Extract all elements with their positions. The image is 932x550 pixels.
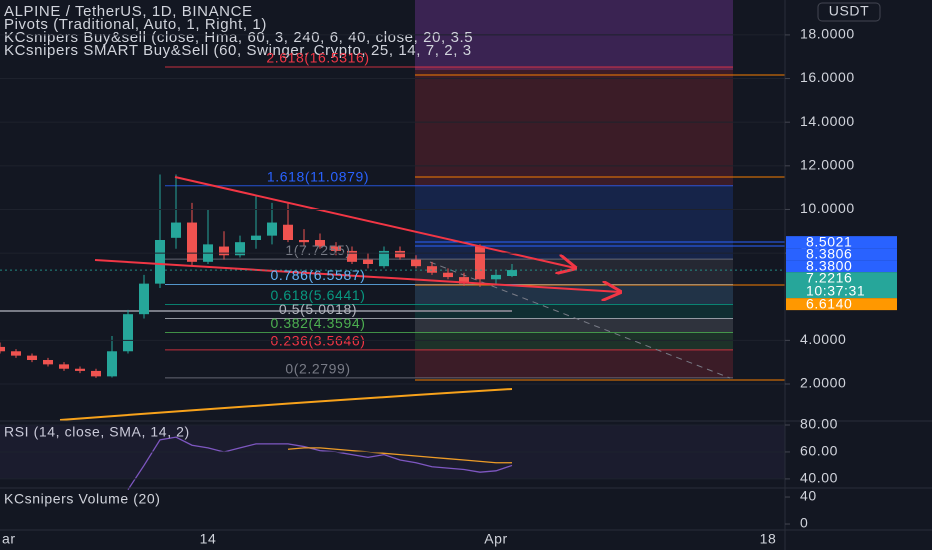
- y-tick-label: 12.0000: [800, 157, 855, 173]
- volume-title: KCsnipers Volume (20): [4, 491, 161, 507]
- candle-body: [267, 222, 277, 236]
- legend-line: ALPINE / TetherUS, 1D, BINANCE: [4, 3, 253, 20]
- candle-body: [363, 259, 373, 264]
- candle-body: [315, 240, 325, 247]
- candle-body: [107, 351, 117, 377]
- y-tick-label: 80.00: [800, 416, 838, 432]
- y-tick-label: 40: [800, 488, 817, 504]
- price-tag-label: 8.3806: [806, 245, 852, 261]
- y-tick-label: 14.0000: [800, 113, 855, 129]
- price-tag-label: 7.2216: [806, 269, 852, 285]
- fib-label: 1.618(11.0879): [267, 168, 369, 184]
- x-tick-label: ar: [2, 531, 16, 547]
- rsi-title: RSI (14, close, SMA, 14, 2): [4, 424, 190, 440]
- price-tag: [786, 260, 897, 273]
- candle-body: [59, 364, 69, 369]
- candle-body: [331, 246, 341, 251]
- axes: 2.00004.00008.000010.000012.000014.00001…: [2, 26, 897, 547]
- candle-body: [507, 270, 517, 276]
- candle-body: [411, 259, 421, 267]
- candle-body: [459, 277, 469, 284]
- candles: [0, 174, 517, 491]
- price-tag-label: 8.5021: [806, 233, 852, 249]
- fib-band: [415, 332, 733, 350]
- candle-body: [0, 346, 5, 352]
- price-tag-label: 8.3800: [806, 257, 852, 273]
- price-tag-label: 6.6140: [806, 295, 852, 311]
- candle-body: [123, 314, 133, 352]
- x-tick-label: Apr: [484, 531, 508, 547]
- price-tag: [786, 236, 897, 249]
- candle-body: [475, 246, 485, 280]
- candle-body: [219, 246, 229, 256]
- fib-label: 1(7.7255): [285, 242, 350, 258]
- button-frame[interactable]: [817, 2, 881, 22]
- candle-body: [171, 222, 181, 238]
- indicator-curve: [59, 388, 513, 421]
- currency-button[interactable]: USDT: [817, 2, 881, 22]
- fib-bands: [165, 66, 733, 379]
- fib-band: [415, 318, 733, 333]
- y-tick-label: 40.00: [800, 470, 838, 486]
- plot-area: ALPINE / TetherUS, 1D, BINANCE Pivots (T…: [0, 0, 785, 507]
- candle-body: [299, 240, 309, 243]
- y-tick-label: 16.0000: [800, 69, 855, 85]
- rsi-line: [287, 447, 512, 464]
- fib-label: 2.618(16.5316): [266, 50, 369, 66]
- fib-label: 0.382(4.3594): [271, 315, 366, 331]
- fib-label: 0.786(6.5587): [271, 267, 366, 283]
- candle-body: [395, 250, 405, 258]
- candle-body: [427, 266, 437, 273]
- trendline: [94, 259, 620, 292]
- price-tag: [786, 298, 897, 311]
- button-label[interactable]: USDT: [829, 3, 870, 19]
- candle-body: [235, 242, 245, 256]
- fib-band: [415, 349, 733, 378]
- fib-label: 0.5(5.0018): [279, 301, 357, 317]
- price-tag: [786, 248, 897, 261]
- fib-band: [415, 66, 733, 186]
- y-tick-label: 18.0000: [800, 26, 855, 42]
- candle-body: [347, 250, 357, 262]
- y-tick-label: 2.0000: [800, 375, 846, 391]
- candle-body: [75, 368, 85, 371]
- price-timer: 10:37:31: [806, 282, 865, 298]
- fib-label: 0(2.2799): [285, 361, 350, 377]
- candle-body: [251, 235, 261, 240]
- candle-body: [27, 355, 37, 360]
- candle-body: [379, 250, 389, 267]
- dashed-trend: [429, 261, 731, 379]
- rsi-line: [127, 436, 513, 491]
- fib-band: [415, 304, 733, 319]
- fib-band: [415, 284, 733, 305]
- candle-body: [187, 222, 197, 262]
- candle-body: [155, 240, 165, 284]
- legend-line: KCsnipers SMART Buy&Sell (60, Swinger, C…: [4, 42, 472, 59]
- x-tick-label: 18: [760, 531, 777, 547]
- legend-line: KCsnipers Buy&sell (close, Hma, 60, 3, 2…: [4, 29, 473, 46]
- candle-body: [283, 224, 293, 240]
- x-tick-label: 14: [200, 531, 217, 547]
- y-tick-label: 4.0000: [800, 331, 846, 347]
- y-tick-label: 0: [800, 515, 808, 531]
- y-tick-label: 10.0000: [800, 200, 855, 216]
- y-tick-label: 60.00: [800, 443, 838, 459]
- candle-body: [491, 274, 501, 280]
- candle-body: [91, 370, 101, 377]
- candle-body: [43, 360, 53, 365]
- legend: ALPINE / TetherUS, 1D, BINANCE Pivots (T…: [4, 3, 473, 507]
- candle-body: [139, 283, 149, 315]
- candle-body: [443, 272, 453, 278]
- legend-line: Pivots (Traditional, Auto, 1, Right, 1): [4, 16, 267, 33]
- fib-label: 0.618(5.6441): [271, 287, 366, 303]
- price-tag: [786, 272, 897, 299]
- candle-body: [11, 351, 21, 356]
- fib-band: [415, 185, 733, 260]
